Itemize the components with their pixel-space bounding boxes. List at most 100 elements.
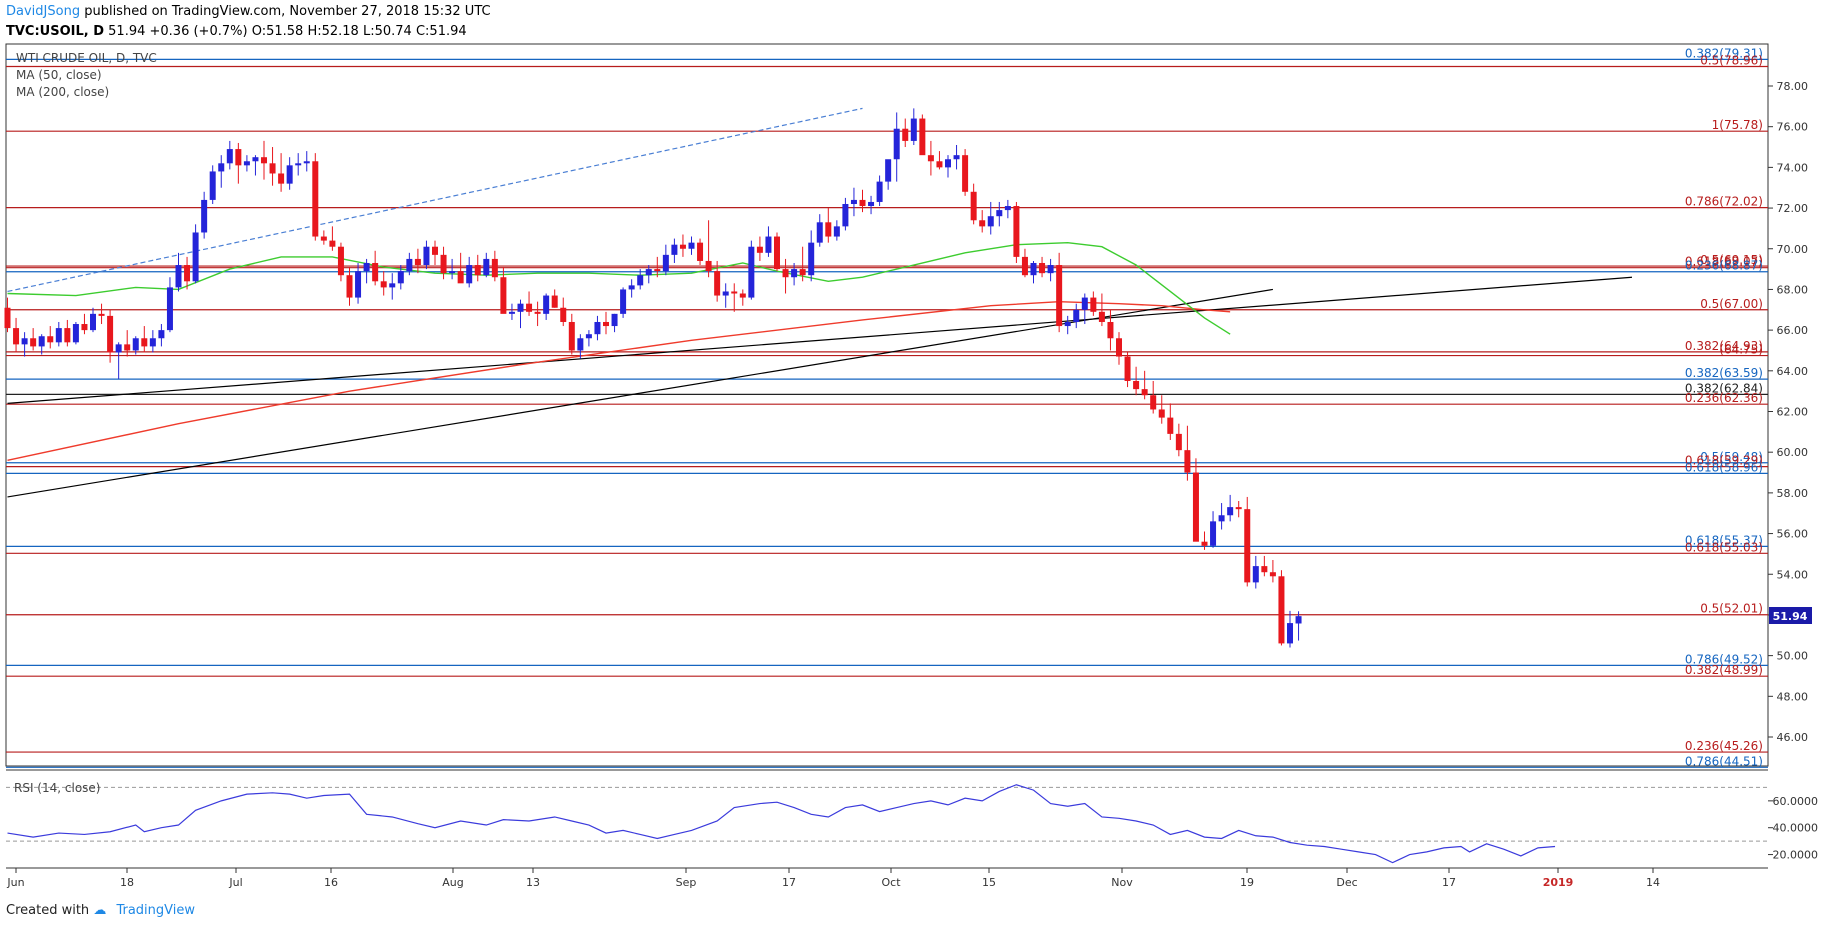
price-axis[interactable]: 46.0048.0050.0052.0054.0056.0058.0060.00… [1768,80,1808,744]
candle [1150,380,1157,414]
candle [483,252,490,278]
rsi-y-tick-label: 40.0000 [1773,822,1819,835]
candle [508,303,515,320]
y-tick-label: 58.00 [1777,487,1809,500]
candle [132,336,139,355]
candle [842,197,849,231]
candle [346,267,353,306]
candle [1124,352,1131,388]
candle [269,147,276,186]
candle [1098,293,1105,327]
candle [679,234,686,257]
candle [98,303,105,325]
candle [440,246,447,280]
candle [577,334,584,359]
level-label: 0.382(63.59) [1685,366,1763,380]
x-tick-label: 19 [1240,876,1254,889]
time-axis[interactable]: Jun 18 Jul 16 Aug 13 Sep 17 Oct 15 Nov 19 Dec 17 2019 1… [6,867,1768,889]
candle [1030,260,1037,284]
y-tick-label: 70.00 [1777,243,1809,256]
level-label: 0.5(52.01) [1700,602,1763,616]
rsi-line [7,784,1556,864]
x-tick-label: 13 [526,876,540,889]
level-label: 0.5(78.96) [1700,53,1763,67]
author-link[interactable]: DavidJSong [6,4,81,19]
candle [115,342,122,379]
trendlines [7,107,1633,498]
level-label: 0.236(45.26) [1685,739,1763,753]
x-tick-label: 17 [1442,876,1456,889]
candle [620,287,627,318]
moving-averages [7,241,1231,462]
candle [363,258,370,284]
x-tick-label: 16 [324,876,338,889]
y-tick-label: 54.00 [1777,568,1809,581]
candle [1004,199,1011,219]
level-label: 0.786(49.52) [1685,652,1763,666]
candle [953,144,960,170]
candle [594,315,601,341]
candle [885,159,892,190]
trendline [7,107,863,293]
candle [774,232,780,272]
candle [1218,503,1225,530]
trendline [7,276,1633,404]
y-tick-label: 50.00 [1777,650,1809,663]
candle [1073,303,1080,329]
candle [833,220,840,241]
candle [1175,423,1182,457]
level-label: 0.786(44.51) [1685,754,1763,768]
candle [611,313,618,333]
footer: Created with ☁ TradingView [6,903,195,918]
candle [543,293,550,320]
candle [876,175,883,207]
x-tick-label: Jun [6,876,24,889]
y-tick-label: 56.00 [1777,528,1809,541]
candle [72,321,79,345]
candle [491,250,498,282]
candle [671,238,678,263]
candle [406,252,413,276]
level-label: 0.382(79.31) [1685,46,1763,60]
candle [149,330,156,353]
candle [1056,252,1063,333]
candle [184,256,191,290]
candle [945,155,951,178]
tradingview-link[interactable]: TradingView [116,903,195,918]
candle [697,238,704,266]
x-tick-label: 14 [1646,876,1660,889]
candle [637,269,644,290]
candle [662,244,669,276]
legend-rsi: RSI (14, close) [14,781,100,795]
candle [13,317,20,353]
candle [1081,293,1088,325]
y-tick-label: 46.00 [1777,731,1809,744]
candle [1235,501,1242,518]
candle [919,114,926,156]
candle [1287,610,1293,648]
candle [124,330,131,357]
x-tick-label: Oct [881,876,901,889]
candle [235,142,242,184]
rsi-pane: 20.0000 40.0000 60.0000 [6,784,1819,864]
level-label: 0.5(69.15) [1700,253,1763,267]
level-label: 0.786(72.02) [1685,195,1763,209]
x-tick-label: Aug [442,876,463,889]
candle [688,236,695,255]
y-tick-label: 64.00 [1777,365,1809,378]
level-label: 0.236(62.36) [1685,391,1763,405]
candle [756,236,763,261]
candle [432,240,438,266]
candle [81,313,88,335]
x-tick-label: 18 [120,876,134,889]
candle [21,332,28,357]
candle [252,155,259,176]
price-chart[interactable]: 0.382(79.31)0.5(78.96) 1(75.78) 0.786(72.0… [0,0,1828,900]
candle [320,230,327,245]
level-label: 0.5(67.00) [1700,297,1763,311]
candle [526,291,533,316]
candle [1201,531,1208,550]
candle [714,260,721,302]
candle [457,252,464,284]
low-value: 50.74 [374,24,412,39]
